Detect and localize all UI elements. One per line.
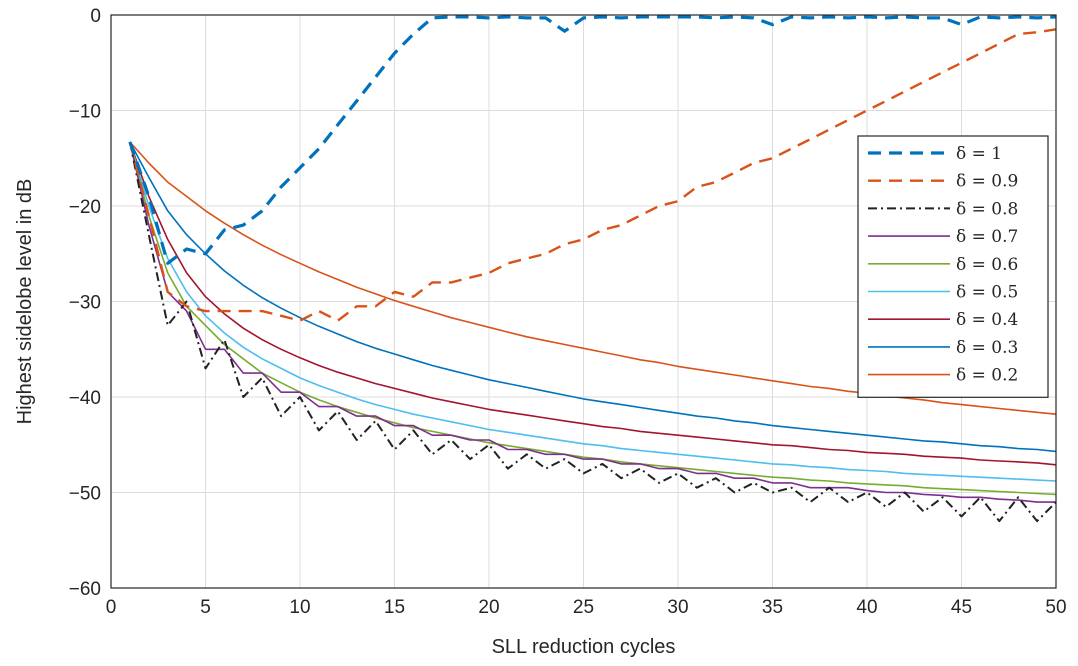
x-tick-label: 15 [384, 597, 405, 618]
legend-box [857, 135, 1049, 398]
legend-label: δ = 0.6 [956, 255, 1018, 275]
x-tick-label: 45 [951, 597, 972, 618]
y-tick-label: −60 [69, 579, 101, 600]
legend: δ = 1 δ = 0.9 δ = 0.8 δ = 0.7 δ = 0.6 δ = 0.5… [857, 135, 1049, 398]
legend-label: δ = 1 [956, 144, 1002, 164]
x-tick-label: 35 [762, 597, 783, 618]
series-line [129, 141, 1056, 503]
plot-frame [110, 14, 1057, 589]
x-tick-label: 10 [289, 597, 310, 618]
legend-label: δ = 0.7 [956, 227, 1018, 247]
legend-label: δ = 0.4 [956, 310, 1018, 330]
x-tick-label: 30 [667, 597, 688, 618]
x-axis-label: SLL reduction cycles [492, 636, 676, 658]
series-line [129, 141, 1057, 482]
x-tick-label: 20 [478, 597, 499, 618]
legend-label: δ = 0.9 [956, 172, 1018, 192]
tick-labels-group: 0 5 10 15 20 25 30 35 40 45 50 0 −10 −20 −30 −40 −50 −60 [69, 6, 1067, 618]
y-tick-label: −10 [69, 102, 101, 123]
series-line [129, 141, 1057, 496]
series-line [129, 141, 1057, 453]
legend-label: δ = 0.3 [956, 338, 1018, 358]
legend-label: δ = 0.8 [956, 199, 1018, 219]
y-tick-label: −30 [69, 293, 101, 314]
legend-label: δ = 0.5 [956, 283, 1018, 303]
series-line [128, 28, 1057, 322]
legend-label: δ = 0.2 [956, 366, 1018, 386]
y-tick-label: −50 [69, 484, 101, 505]
x-tick-label: 0 [106, 597, 117, 618]
y-axis-label: Highest sidelobe level in dB [14, 179, 36, 425]
x-tick-label: 5 [200, 597, 211, 618]
y-tick-label: 0 [90, 6, 101, 27]
x-tick-label: 40 [856, 597, 877, 618]
y-tick-label: −40 [69, 388, 101, 409]
series-line [129, 141, 1057, 466]
series-line [128, 15, 1057, 265]
y-tick-label: −20 [69, 197, 101, 218]
x-tick-label: 50 [1045, 597, 1066, 618]
x-tick-label: 25 [573, 597, 594, 618]
